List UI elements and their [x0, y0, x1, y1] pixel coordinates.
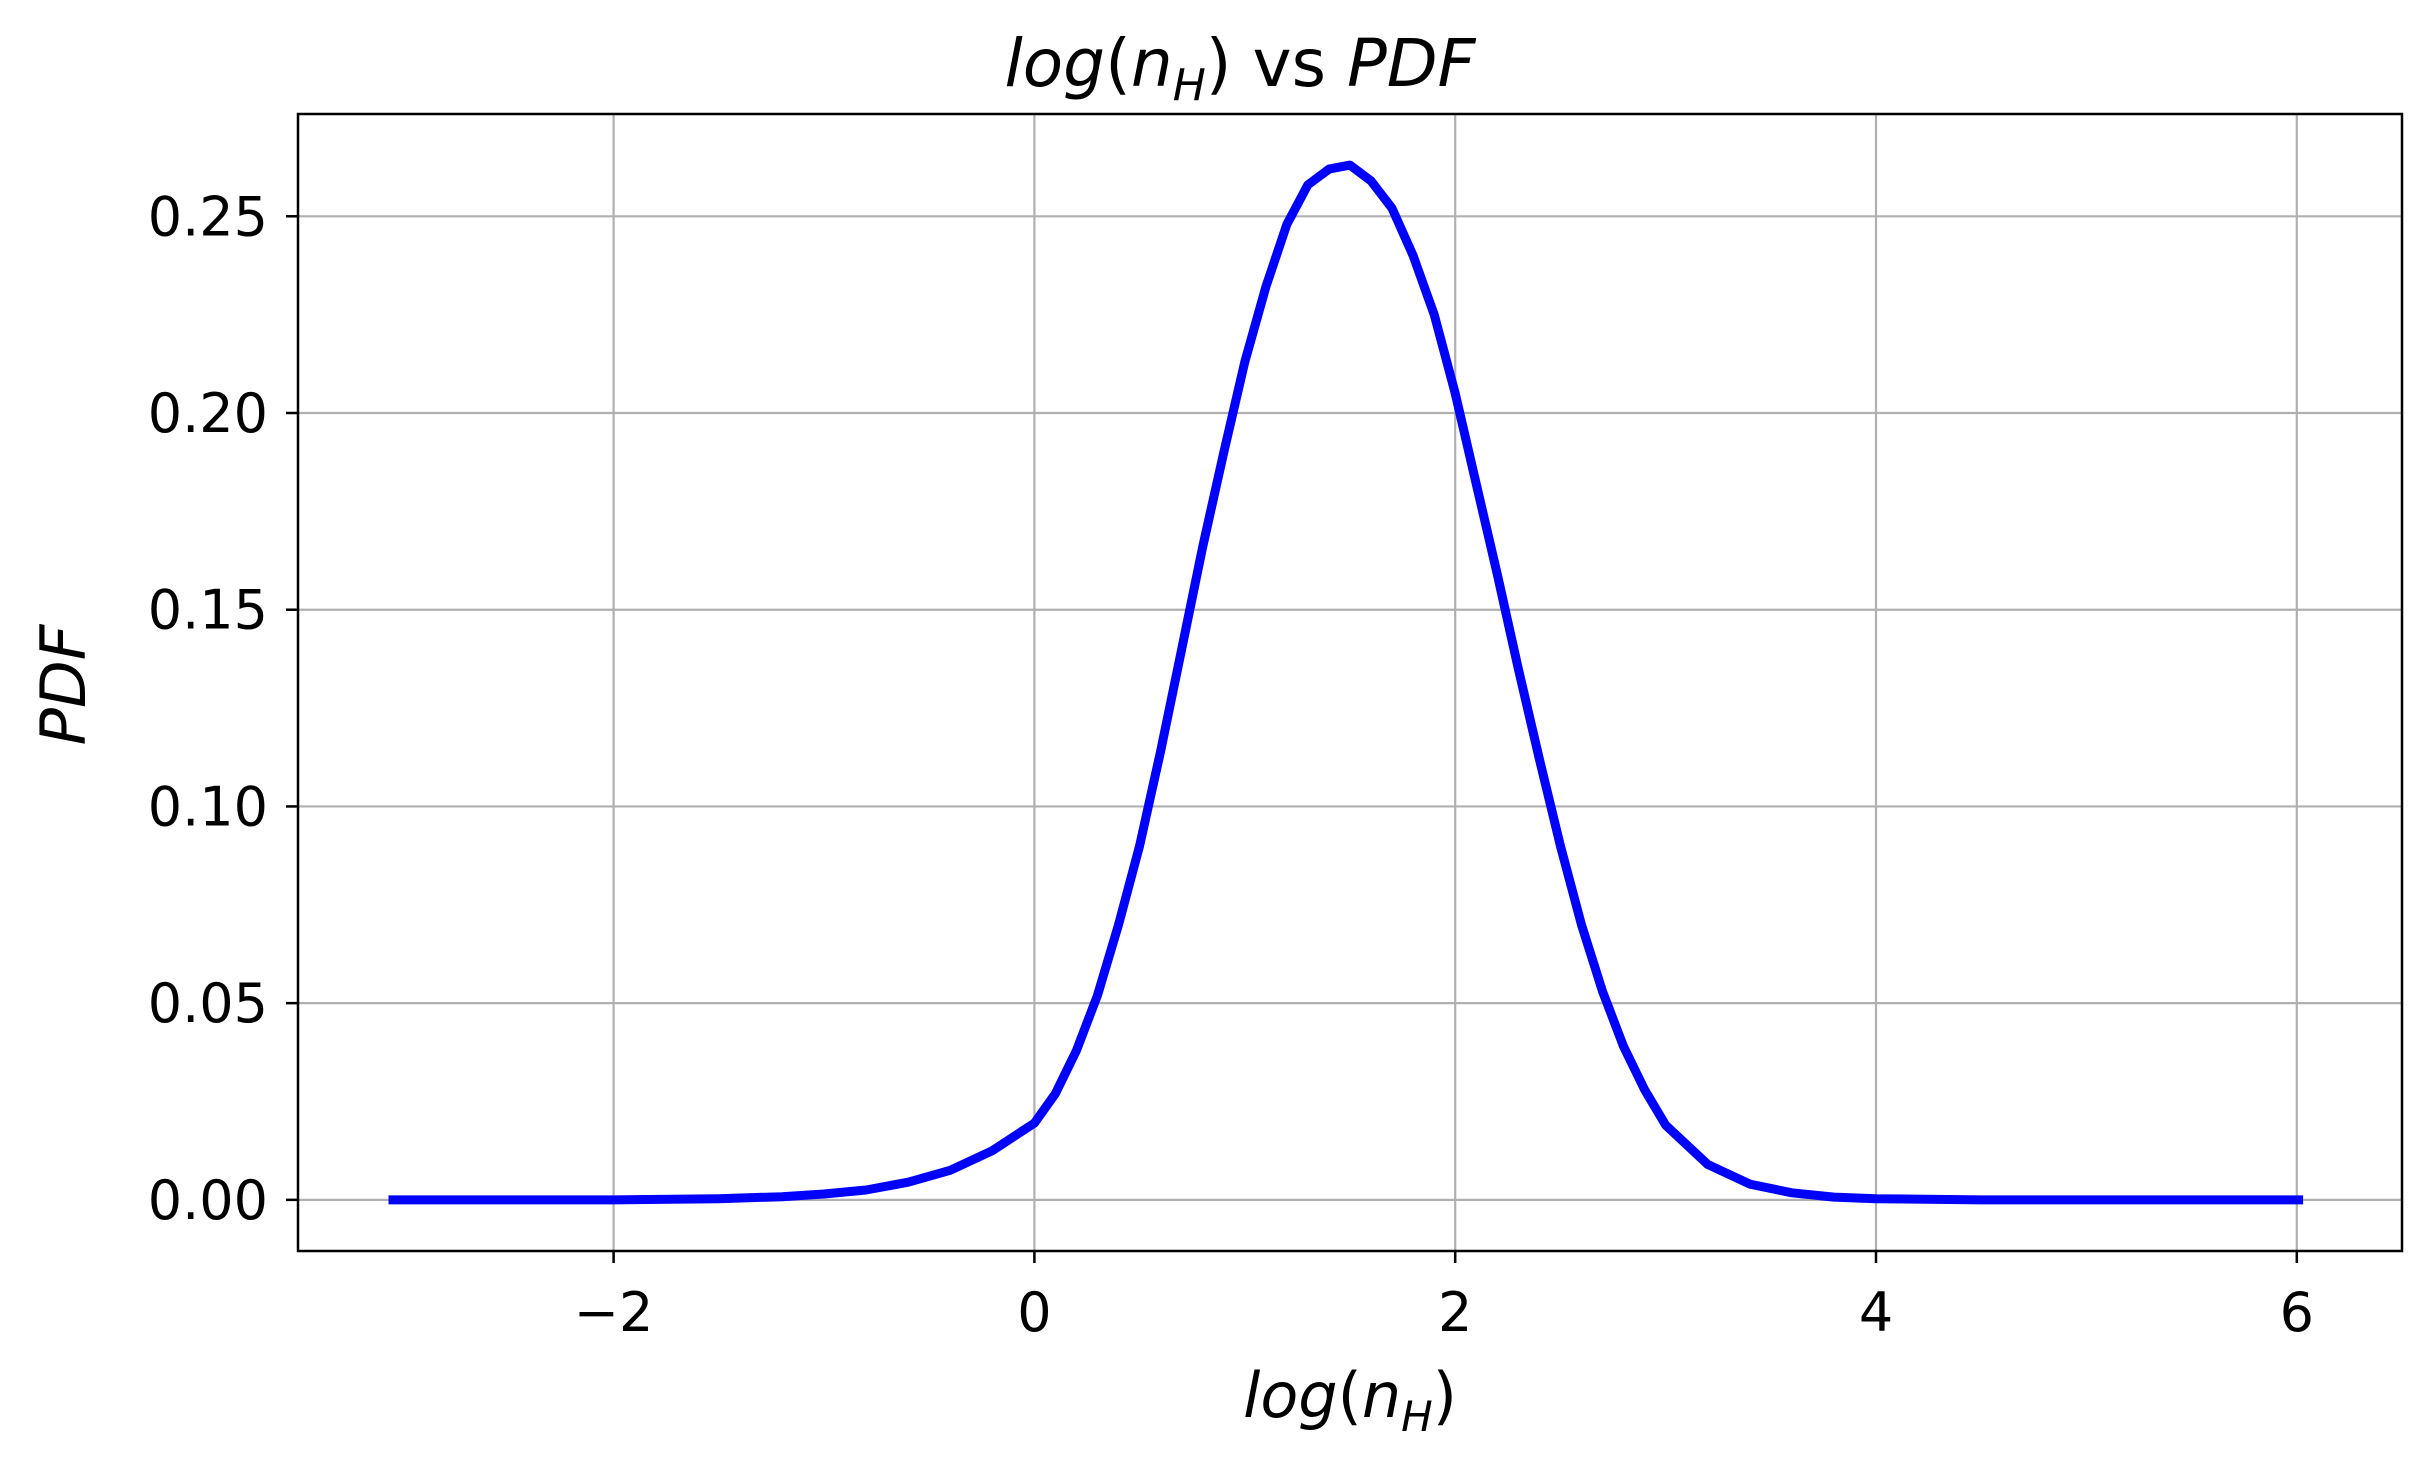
xlabel-subscript-h: H — [1401, 1392, 1433, 1441]
y-axis-label: PDF — [27, 623, 100, 745]
title-middle: ) vs — [1206, 25, 1347, 102]
title-subscript-h: H — [1173, 60, 1206, 111]
xlabel-n: n — [1362, 1359, 1401, 1432]
x-axis-label: log(nH) — [1243, 1359, 1457, 1441]
y-tick-label: 0.00 — [148, 1169, 268, 1232]
y-tick-label: 0.10 — [148, 775, 268, 838]
xlabel-paren-close: ) — [1433, 1359, 1457, 1432]
title-paren-open: ( — [1105, 25, 1131, 102]
x-tick-label: −2 — [574, 1281, 654, 1344]
y-tick-label: 0.05 — [148, 972, 268, 1035]
x-tick-label: 0 — [1017, 1281, 1051, 1344]
chart-title: log(nH) vs PDF — [1004, 25, 1476, 111]
xlabel-paren-open: ( — [1338, 1359, 1362, 1432]
title-n: n — [1131, 25, 1173, 102]
ticks: −2 0 2 4 6 0.00 0.05 0.10 0.15 0.20 0.25 — [148, 185, 2314, 1344]
title-pdf: PDF — [1347, 25, 1477, 102]
x-tick-label: 6 — [2280, 1281, 2314, 1344]
y-tick-label: 0.20 — [148, 382, 268, 445]
y-tick-label: 0.15 — [148, 579, 268, 642]
x-tick-label: 4 — [1859, 1281, 1893, 1344]
pdf-line — [388, 160, 2304, 1205]
title-log: log — [1004, 25, 1105, 102]
xlabel-log: log — [1243, 1359, 1338, 1432]
x-tick-label: 2 — [1438, 1281, 1472, 1344]
y-tick-label: 0.25 — [148, 185, 268, 248]
series-layer — [388, 160, 2304, 1205]
plot-frame — [296, 112, 2404, 1253]
